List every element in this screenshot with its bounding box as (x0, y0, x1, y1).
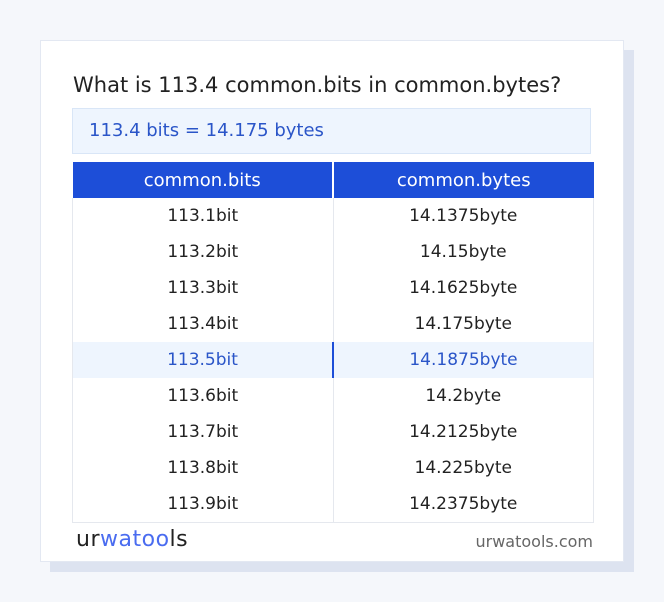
bytes-cell: 14.175byte (332, 306, 594, 342)
page-title: What is 113.4 common.bits in common.byte… (73, 73, 562, 97)
table-row: 113.1bit 14.1375byte (72, 198, 594, 234)
bits-cell: 113.7bit (72, 414, 334, 450)
conversion-table: common.bits common.bytes 113.1bit 14.1375… (72, 162, 594, 523)
bits-cell: 113.2bit (72, 234, 334, 270)
bits-cell: 113.3bit (72, 270, 334, 306)
bytes-cell: 14.1875byte (332, 342, 594, 378)
bytes-cell: 14.2125byte (332, 414, 594, 450)
table-row: 113.2bit 14.15byte (72, 234, 594, 270)
table-row: 113.6bit 14.2byte (72, 378, 594, 414)
bytes-cell: 14.1625byte (332, 270, 594, 306)
result-box: 113.4 bits = 14.175 bytes (72, 108, 591, 154)
urwatools-logo: urwatools (76, 527, 189, 552)
converter-card: What is 113.4 common.bits in common.byte… (40, 40, 624, 562)
bits-cell: 113.6bit (72, 378, 334, 414)
table-row: 113.4bit 14.175byte (72, 306, 594, 342)
bytes-cell: 14.1375byte (332, 198, 594, 234)
bytes-cell: 14.2375byte (332, 486, 594, 523)
table-row: 113.7bit 14.2125byte (72, 414, 594, 450)
bits-cell: 113.9bit (72, 486, 334, 523)
header-bytes: common.bytes (332, 162, 594, 198)
bytes-cell: 14.2byte (332, 378, 594, 414)
bits-cell: 113.5bit (72, 342, 334, 378)
header-bits: common.bits (72, 162, 333, 198)
bytes-cell: 14.225byte (332, 450, 594, 486)
table-row: 113.5bit 14.1875byte (72, 342, 594, 378)
table-row: 113.3bit 14.1625byte (72, 270, 594, 306)
bits-cell: 113.8bit (72, 450, 334, 486)
site-url: urwatools.com (475, 532, 594, 551)
bits-cell: 113.1bit (72, 198, 334, 234)
table-row: 113.9bit 14.2375byte (72, 486, 594, 523)
bits-cell: 113.4bit (72, 306, 334, 342)
table-row: 113.8bit 14.225byte (72, 450, 594, 486)
bytes-cell: 14.15byte (332, 234, 594, 270)
